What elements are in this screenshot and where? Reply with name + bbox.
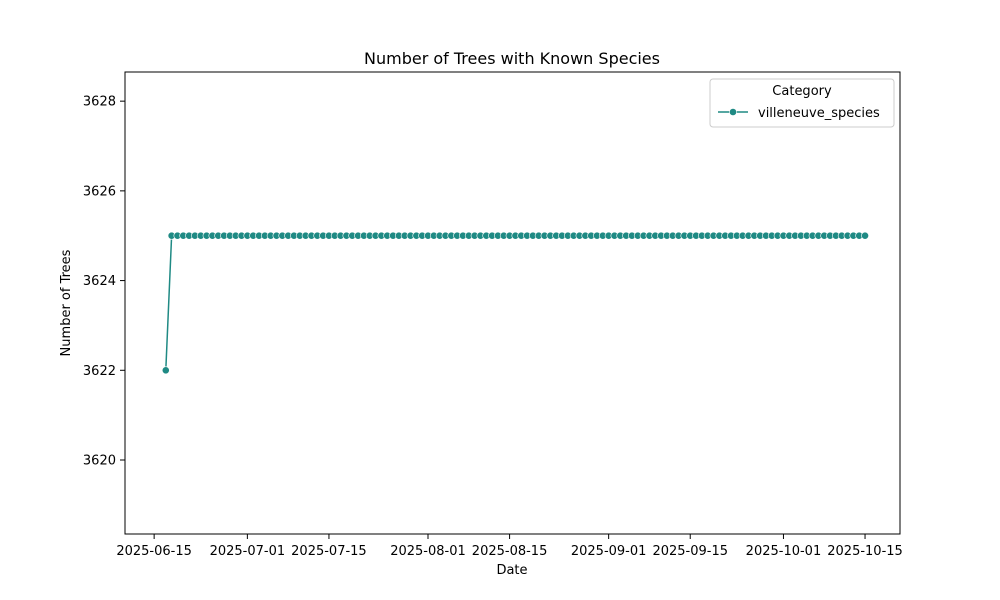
legend: Category villeneuve_species	[709, 78, 895, 128]
data-point	[161, 366, 170, 375]
y-axis: 3620 3622 3624 3626 3628	[83, 95, 125, 468]
y-tick-label: 3620	[83, 453, 116, 468]
series-layer	[161, 231, 869, 375]
x-axis-label: Date	[496, 563, 527, 578]
legend-series-marker	[729, 108, 737, 116]
legend-title: Category	[772, 84, 832, 99]
x-tick-label: 2025-10-01	[746, 544, 822, 559]
x-tick-label: 2025-07-01	[210, 544, 286, 559]
x-tick-label: 2025-06-15	[116, 544, 192, 559]
legend-series-label: villeneuve_species	[758, 106, 880, 121]
plot-frame	[124, 71, 901, 535]
x-tick-label: 2025-09-01	[571, 544, 647, 559]
plot-background	[125, 72, 900, 534]
x-tick-label: 2025-08-15	[472, 544, 548, 559]
y-axis-label: Number of Trees	[59, 249, 74, 356]
y-tick-label: 3626	[83, 184, 116, 199]
y-tick-label: 3622	[83, 364, 116, 379]
legend-box	[709, 78, 895, 128]
y-tick-label: 3628	[83, 95, 116, 110]
x-tick-label: 2025-09-15	[652, 544, 728, 559]
data-point	[861, 231, 869, 240]
plot-area	[124, 71, 901, 535]
x-axis: 2025-06-15 2025-07-01 2025-07-15 2025-08-01…	[116, 534, 903, 559]
x-tick-label: 2025-10-15	[827, 544, 903, 559]
y-tick-label: 3624	[83, 274, 116, 289]
x-tick-label: 2025-08-01	[390, 544, 466, 559]
x-tick-label: 2025-07-15	[291, 544, 367, 559]
chart-title: Number of Trees with Known Species	[364, 49, 660, 68]
